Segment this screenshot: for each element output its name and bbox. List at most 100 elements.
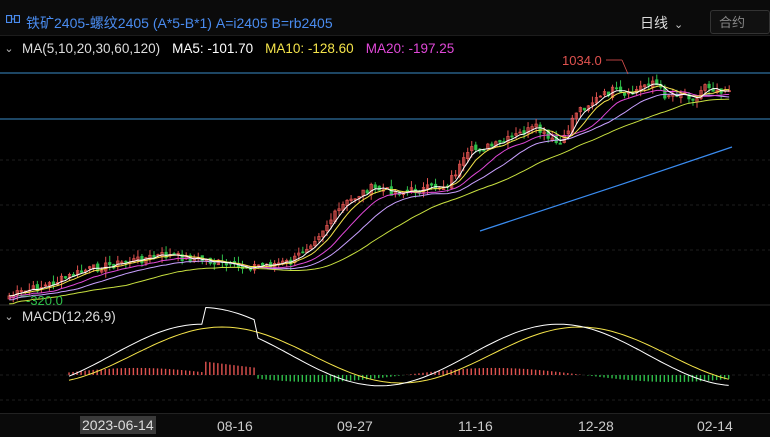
macd-histogram-bar <box>237 365 239 375</box>
candle <box>313 241 317 247</box>
candle <box>679 93 683 99</box>
candle <box>474 144 478 150</box>
ma-params[interactable]: MA(5,10,20,30,60,120) <box>22 40 161 56</box>
ma20-line <box>9 89 730 299</box>
macd-histogram-bar <box>655 375 657 382</box>
macd-histogram-bar <box>587 375 589 376</box>
macd-histogram-bar <box>148 368 151 375</box>
macd-histogram-bar <box>595 375 597 377</box>
macd-histogram-bar <box>659 375 661 382</box>
candle <box>614 87 619 90</box>
ma5-line <box>9 83 730 297</box>
macd-histogram-bar <box>687 375 690 382</box>
macd-histogram-bar <box>144 368 147 375</box>
macd-histogram-bar <box>663 375 666 382</box>
ma-legend: ⌄ MA(5,10,20,30,60,120) MA5: -101.70 MA1… <box>0 39 466 57</box>
macd-histogram-bar <box>269 375 271 380</box>
candle <box>297 252 301 256</box>
macd-histogram-bar <box>313 375 316 383</box>
macd-histogram-bar <box>233 365 235 375</box>
candle <box>349 198 353 202</box>
candle <box>466 152 470 160</box>
macd-histogram-bar <box>341 375 344 382</box>
macd-histogram-bar <box>458 369 460 375</box>
chart-header: 铁矿2405-螺纹2405 (A*5-B*1) A=i2405 B=rb2405… <box>0 0 770 36</box>
macd-histogram-bar <box>426 372 428 375</box>
macd-histogram-bar <box>80 371 82 375</box>
macd-histogram-bar <box>647 375 649 382</box>
macd-histogram-bar <box>502 368 505 375</box>
candle <box>425 184 430 190</box>
candle <box>337 208 341 212</box>
candle <box>136 256 140 260</box>
macd-histogram-bar <box>176 369 179 375</box>
macd-histogram-bar <box>293 375 295 382</box>
contract-search-input[interactable] <box>710 10 770 34</box>
macd-histogram-bar <box>635 375 637 381</box>
macd-histogram-bar <box>265 375 267 380</box>
candle <box>510 135 514 138</box>
macd-histogram-bar <box>345 375 348 382</box>
candle <box>643 84 647 88</box>
macd-histogram-bar <box>88 370 90 375</box>
macd-histogram-bar <box>538 370 541 375</box>
candle <box>691 98 695 101</box>
macd-params[interactable]: MACD(12,26,9) <box>22 308 116 324</box>
ma-collapse-toggle-icon[interactable]: ⌄ <box>4 42 14 55</box>
macd-histogram-bar <box>370 375 372 379</box>
macd-histogram-bar <box>462 368 464 375</box>
macd-histogram-bar <box>727 375 730 379</box>
macd-collapse-toggle-icon[interactable]: ⌄ <box>4 310 14 323</box>
macd-histogram-bar <box>418 373 420 375</box>
macd-histogram-bar <box>156 368 159 375</box>
macd-histogram-bar <box>707 375 710 381</box>
spread-link-icon <box>6 15 20 23</box>
macd-histogram-bar <box>84 370 86 375</box>
macd-histogram-bar <box>116 368 118 375</box>
macd-histogram-bar <box>209 362 211 375</box>
macd-histogram-bar <box>305 375 308 382</box>
macd-histogram-bar <box>201 372 203 375</box>
high-price-label: 1034.0 <box>562 53 602 68</box>
ma60-line <box>9 98 730 305</box>
macd-histogram-bar <box>671 375 674 383</box>
candle <box>602 91 607 96</box>
candle <box>623 92 627 96</box>
macd-histogram-bar <box>619 375 621 380</box>
macd-histogram-bar <box>699 375 702 382</box>
macd-histogram-bar <box>490 367 493 375</box>
candle <box>429 183 434 186</box>
macd-histogram-bar <box>132 367 135 375</box>
macd-histogram-bar <box>510 368 513 375</box>
macd-histogram-bar <box>394 375 396 377</box>
macd-histogram-bar <box>474 368 476 375</box>
candle <box>663 88 667 99</box>
candle <box>542 131 546 134</box>
macd-histogram-bar <box>514 368 517 375</box>
period-selector[interactable]: 日线 ⌄ <box>640 13 683 33</box>
macd-histogram-bar <box>675 375 678 383</box>
time-axis: 2023-06-14 08-16 09-27 11-16 12-28 02-14 <box>0 413 770 437</box>
x-tick-label: 02-14 <box>697 418 733 434</box>
macd-histogram-bar <box>301 375 304 382</box>
x-tick-label: 09-27 <box>337 418 373 434</box>
candle <box>470 146 474 152</box>
macd-histogram-bar <box>470 368 472 375</box>
candle <box>566 130 570 135</box>
macd-histogram-bar <box>390 375 392 377</box>
macd-histogram-bar <box>197 371 199 375</box>
macd-dif-line <box>68 306 729 387</box>
macd-histogram-bar <box>723 375 726 380</box>
candle <box>19 290 23 292</box>
ma30-line <box>9 93 730 301</box>
macd-histogram-bar <box>152 368 155 375</box>
macd-histogram-bar <box>711 375 714 381</box>
candle <box>176 252 180 255</box>
candle <box>667 95 671 98</box>
candle <box>365 190 369 194</box>
chevron-down-icon: ⌄ <box>674 19 684 31</box>
candle <box>88 266 92 269</box>
candle <box>124 260 128 263</box>
macd-histogram-bar <box>365 375 368 380</box>
